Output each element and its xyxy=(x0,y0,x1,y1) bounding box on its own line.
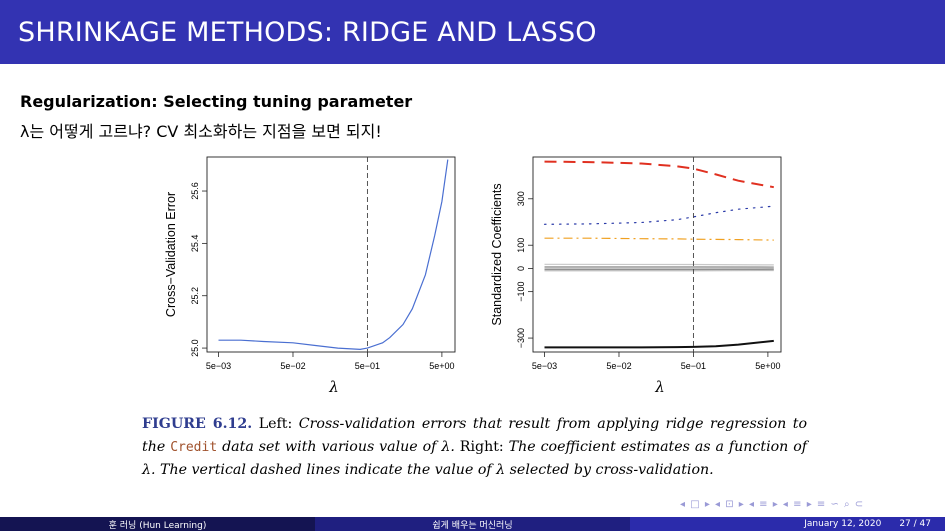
coef-series-line-3 xyxy=(544,263,774,266)
slide-title: SHRINKAGE METHODS: RIDGE AND LASSO xyxy=(18,16,597,48)
coef-x-tick-label: 5e+00 xyxy=(755,361,780,371)
cv-x-tick-label: 5e+00 xyxy=(429,361,454,371)
coef-x-tick-label: 5e−03 xyxy=(532,361,557,371)
cv-x-tick-label: 5e−02 xyxy=(280,361,305,371)
caption-right-word: Right: xyxy=(459,438,504,455)
coef-series-line-0 xyxy=(544,160,774,189)
figure-svg: 5e−03 5e−02 5e−01 5e+00 25.0 25.2 25.4 25.6 λ Cro… xyxy=(164,156,782,396)
caption-text-2: data set with various value of λ. xyxy=(222,438,455,455)
footer-author: 훈 러닝 (Hun Learning) xyxy=(0,517,315,531)
caption-code: Credit xyxy=(170,439,218,455)
cv-y-axis-label: Cross−Validation Error xyxy=(164,192,178,317)
beamer-nav-icons[interactable]: ◂ □ ▸ ◂ ⊡ ▸ ◂ ≡ ▸ ◂ ≡ ▸ ≡ ∽ ⌕ ⊂ xyxy=(680,499,865,510)
subline-text: λ는 어떻게 고르냐? CV 최소화하는 지점을 보면 되지! xyxy=(20,122,382,141)
figure-caption: FIGURE 6.12. Left: Cross-validation erro… xyxy=(142,413,807,482)
footer-info: January 12, 2020 27 / 47 xyxy=(630,517,945,531)
cv-y-tick-label: 25.4 xyxy=(190,235,200,253)
coef-x-tick-label: 5e−01 xyxy=(681,361,706,371)
cv-y-tick-label: 25.0 xyxy=(190,339,200,357)
caption-label: FIGURE 6.12. xyxy=(142,416,253,432)
cv-y-tick-label: 25.2 xyxy=(190,287,200,305)
coef-y-axis-label: Standardized Coefficients xyxy=(490,183,504,325)
coef-y-tick-label: −300 xyxy=(516,328,526,348)
cv-plot-frame xyxy=(206,156,456,353)
coef-y-tick-label: 300 xyxy=(516,191,526,206)
title-bar: SHRINKAGE METHODS: RIDGE AND LASSO xyxy=(0,0,945,64)
coef-series-line-1 xyxy=(543,205,775,225)
course-label: 쉽게 배우는 머신러닝 xyxy=(432,520,513,531)
coef-y-tick-label: −100 xyxy=(516,282,526,302)
coef-plot-frame xyxy=(532,156,782,353)
cv-y-tick-label: 25.6 xyxy=(190,182,200,200)
cv-x-tick-label: 5e−01 xyxy=(355,361,380,371)
cv-x-axis-label: λ xyxy=(328,378,339,396)
footer-course: 쉽게 배우는 머신러닝 xyxy=(315,517,630,531)
author-label: 훈 러닝 (Hun Learning) xyxy=(108,520,207,531)
coef-y-tick-label: 0 xyxy=(516,266,526,271)
footer-bar: 훈 러닝 (Hun Learning) 쉽게 배우는 머신러닝 January … xyxy=(0,517,945,531)
coef-series-line-2 xyxy=(544,237,774,241)
section-heading: Regularization: Selecting tuning paramet… xyxy=(20,92,413,111)
coef-series-line-8 xyxy=(544,339,774,349)
cv-series-line-0 xyxy=(218,159,449,351)
figure: 5e−03 5e−02 5e−01 5e+00 25.0 25.2 25.4 25.6 λ Cro… xyxy=(145,155,795,403)
coef-x-tick-label: 5e−02 xyxy=(606,361,631,371)
cv-x-tick-label: 5e−03 xyxy=(206,361,231,371)
caption-left-word: Left: xyxy=(258,416,293,432)
coef-x-axis-label: λ xyxy=(654,378,665,396)
date-label: January 12, 2020 xyxy=(804,519,882,529)
caption-text-3: The coefficient estimates as a function … xyxy=(142,438,808,479)
page-number: 27 / 47 xyxy=(899,519,931,529)
caption-text-1: Cross-validation errors that result from… xyxy=(142,416,807,455)
coef-y-tick-label: 100 xyxy=(516,238,526,253)
